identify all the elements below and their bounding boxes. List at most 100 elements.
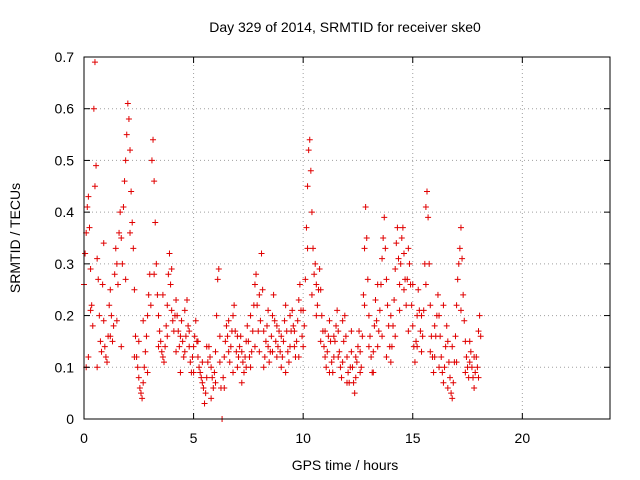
data-point [186, 328, 193, 335]
data-point [334, 307, 341, 314]
y-tick-label: 0.1 [55, 359, 75, 375]
data-point [477, 333, 484, 340]
data-point [304, 183, 311, 190]
data-point [168, 307, 175, 314]
data-point [137, 390, 144, 397]
data-point [106, 302, 113, 309]
data-point [392, 333, 399, 340]
data-point [471, 384, 478, 391]
data-point [339, 317, 346, 324]
y-tick-labels: 0 0.1 0.2 0.3 0.4 0.5 0.6 0.7 [55, 49, 75, 427]
data-point [102, 353, 109, 360]
data-point [207, 353, 214, 360]
data-point [330, 333, 337, 340]
data-point [273, 353, 280, 360]
data-point [461, 317, 468, 324]
data-point [382, 245, 389, 252]
data-point [136, 384, 143, 391]
data-point [169, 317, 176, 324]
data-point [145, 291, 152, 298]
data-point [361, 245, 368, 252]
data-point [423, 188, 430, 195]
data-point [437, 333, 444, 340]
data-point [194, 353, 201, 360]
data-point [166, 250, 173, 257]
data-point [463, 353, 470, 360]
data-point [300, 307, 307, 314]
data-point [177, 369, 184, 376]
data-point [361, 302, 368, 309]
data-point [391, 297, 398, 304]
y-axis-label: SRMTID / TECUs [7, 183, 23, 293]
data-point [269, 348, 276, 355]
data-point [199, 379, 206, 386]
data-point [420, 307, 427, 314]
data-point [190, 343, 197, 350]
data-point [156, 328, 163, 335]
data-point [255, 328, 262, 335]
data-point [216, 359, 223, 366]
data-point [468, 364, 475, 371]
data-point [392, 266, 399, 273]
data-point [131, 286, 138, 293]
data-point [178, 317, 185, 324]
data-point [87, 307, 94, 314]
data-point [404, 276, 411, 283]
data-point [203, 343, 210, 350]
data-point [447, 374, 454, 381]
data-point [472, 369, 479, 376]
data-point [85, 193, 92, 200]
data-point [282, 302, 289, 309]
data-point [299, 333, 306, 340]
data-point [87, 266, 94, 273]
data-point [268, 333, 275, 340]
data-point [198, 374, 205, 381]
data-point [238, 379, 245, 386]
data-point [375, 328, 382, 335]
data-point [471, 353, 478, 360]
data-point [396, 281, 403, 288]
data-point [440, 302, 447, 309]
y-tick-label: 0.3 [55, 256, 75, 272]
data-point [289, 307, 296, 314]
data-point [140, 317, 147, 324]
data-point [317, 286, 324, 293]
data-point [159, 291, 166, 298]
data-point [448, 390, 455, 397]
data-point [406, 260, 413, 267]
data-point [230, 312, 237, 319]
data-point [318, 312, 325, 319]
data-point [311, 271, 318, 278]
data-point [233, 348, 240, 355]
data-point [181, 307, 188, 314]
data-point [364, 276, 371, 283]
data-point [314, 302, 321, 309]
data-points [81, 59, 484, 422]
data-point [358, 364, 365, 371]
data-point [287, 312, 294, 319]
data-point [150, 136, 157, 143]
data-point [192, 317, 199, 324]
data-point [333, 322, 340, 329]
data-point [325, 333, 332, 340]
data-point [427, 302, 434, 309]
data-point [300, 343, 307, 350]
data-point [249, 328, 256, 335]
y-tick-label: 0.2 [55, 308, 75, 324]
data-point [335, 353, 342, 360]
data-point [144, 312, 151, 319]
data-point [167, 281, 174, 288]
data-point [256, 291, 263, 298]
data-point [141, 364, 148, 371]
y-tick-label: 0.5 [55, 152, 75, 168]
data-point [155, 312, 162, 319]
data-point [282, 369, 289, 376]
data-point [417, 328, 424, 335]
data-point [95, 276, 102, 283]
data-point [426, 260, 433, 267]
data-point [422, 203, 429, 210]
data-point [221, 384, 228, 391]
data-point [301, 322, 308, 329]
data-point [191, 333, 198, 340]
